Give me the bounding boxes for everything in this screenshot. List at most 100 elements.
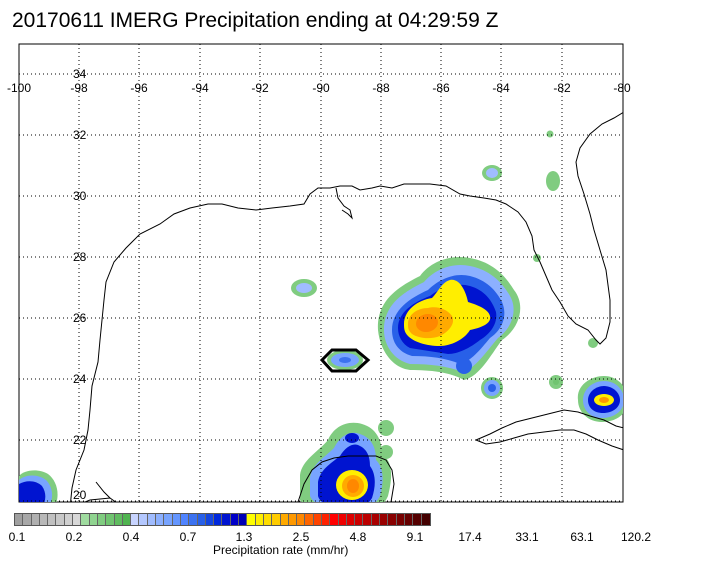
colorbar-cell: [81, 514, 90, 525]
lat-label: 28: [73, 250, 87, 264]
colorbar-cell: [172, 514, 181, 525]
colorbar-tick-label: 0.4: [122, 530, 140, 544]
coastlines: [70, 112, 623, 502]
colorbar-cell: [288, 514, 298, 525]
colorbar-cell: [280, 514, 289, 525]
cuba-coastline: [475, 409, 623, 451]
colorbar-cell: [363, 514, 372, 525]
precip-cell-south: [300, 420, 394, 502]
colorbar-cell: [97, 514, 107, 525]
colorbar-tick-label: 63.1: [570, 530, 594, 544]
colorbar-tick-label: 0.7: [179, 530, 197, 544]
colorbar-cell: [404, 514, 414, 525]
lat-label: 32: [73, 128, 87, 142]
graticule: [19, 44, 623, 502]
lon-label: -90: [312, 81, 330, 95]
colorbar-cell: [230, 514, 240, 525]
colorbar-cell: [222, 514, 231, 525]
colorbar-cell: [114, 514, 123, 525]
colorbar-cell: [330, 514, 339, 525]
colorbar-cell: [396, 514, 405, 525]
colorbar-cell: [421, 514, 430, 525]
precip-cell-central: [319, 348, 371, 373]
colorbar-cell: [214, 514, 223, 525]
colorbar-cell: [147, 514, 157, 525]
yucatan-coastline: [297, 455, 395, 502]
colorbar-cell: [205, 514, 215, 525]
lon-label: -84: [492, 81, 510, 95]
lon-label: -92: [251, 81, 269, 95]
colorbar-cell: [272, 514, 281, 525]
colorbar-cell: [64, 514, 74, 525]
colorbar-cell: [313, 514, 322, 525]
colorbar-tick-label: 120.2: [620, 530, 652, 544]
colorbar-cell: [15, 514, 24, 525]
colorbar-cell: [297, 514, 306, 525]
colorbar: [14, 513, 431, 526]
colorbar-cell: [413, 514, 422, 525]
colorbar-cell: [89, 514, 98, 525]
precip-cell-southwest: [19, 470, 58, 502]
colorbar-cell: [338, 514, 347, 525]
colorbar-cell: [73, 514, 82, 525]
lon-label: -80: [613, 81, 631, 95]
precipitation-map: -100 -98 -96 -94 -92 -90 -88 -86 -84 -82…: [7, 43, 631, 503]
colorbar-tick-label: 0.2: [65, 530, 83, 544]
lon-label: -94: [191, 81, 209, 95]
colorbar-cell: [346, 514, 356, 525]
colorbar-cell: [156, 514, 165, 525]
lat-label: 20: [73, 488, 87, 502]
precip-cell-main: [377, 256, 521, 399]
lat-label: 30: [73, 189, 87, 203]
colorbar-cell: [39, 514, 49, 525]
colorbar-tick-label: 4.8: [349, 530, 367, 544]
precipitation-field: [19, 130, 623, 502]
lat-label: 22: [73, 433, 87, 447]
colorbar-cell: [197, 514, 206, 525]
lon-label: -98: [70, 81, 88, 95]
colorbar-cell: [255, 514, 264, 525]
colorbar-cell: [355, 514, 364, 525]
lat-label: 26: [73, 311, 87, 325]
us-gulf-coastline: [70, 112, 623, 502]
lon-label: -86: [432, 81, 450, 95]
colorbar-cell: [31, 514, 40, 525]
colorbar-cell: [380, 514, 389, 525]
colorbar-cell: [263, 514, 273, 525]
lon-label: -82: [553, 81, 571, 95]
colorbar-cell: [180, 514, 190, 525]
map-title: 20170611 IMERG Precipitation ending at 0…: [12, 9, 499, 32]
colorbar-tick-label: 2.5: [292, 530, 310, 544]
lat-label: 34: [73, 67, 87, 81]
colorbar-cell: [131, 514, 140, 525]
colorbar-cell: [321, 514, 331, 525]
precip-cell-west: [291, 279, 317, 297]
colorbar-cell: [247, 514, 256, 525]
colorbar-cell: [122, 514, 132, 525]
colorbar-cell: [371, 514, 381, 525]
colorbar-cell: [305, 514, 314, 525]
lon-label: -96: [130, 81, 148, 95]
lat-label: 24: [73, 372, 87, 386]
colorbar-tick-label: 33.1: [515, 530, 539, 544]
precip-cell-north: [482, 165, 502, 181]
colorbar-cell: [23, 514, 32, 525]
lon-label: -88: [372, 81, 390, 95]
colorbar-cell: [56, 514, 65, 525]
colorbar-cell: [388, 514, 397, 525]
colorbar-tick-label: 9.1: [406, 530, 424, 544]
colorbar-title: Precipitation rate (mm/hr): [213, 543, 349, 557]
latitude-labels: 34 32 30 28 26 24 22 20: [73, 67, 87, 502]
colorbar-cell: [48, 514, 57, 525]
precip-cell-east: [577, 376, 623, 422]
colorbar-tick-label: 17.4: [458, 530, 482, 544]
longitude-labels: -100 -98 -96 -94 -92 -90 -88 -86 -84 -82…: [7, 81, 631, 95]
colorbar-cell: [106, 514, 115, 525]
lon-label: -100: [7, 81, 31, 95]
colorbar-cell: [164, 514, 173, 525]
colorbar-cell: [139, 514, 148, 525]
colorbar-tick-label: 1.3: [235, 530, 253, 544]
colorbar-cell: [239, 514, 248, 525]
colorbar-cell: [189, 514, 198, 525]
colorbar-tick-label: 0.1: [8, 530, 26, 544]
